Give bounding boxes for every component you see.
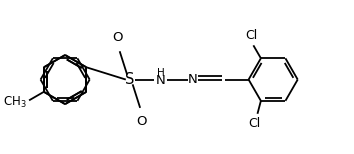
Text: O: O	[137, 115, 147, 128]
Text: CH$_3$: CH$_3$	[2, 95, 26, 110]
Text: N: N	[188, 73, 198, 86]
Text: H: H	[157, 68, 165, 78]
Text: O: O	[113, 31, 123, 44]
Text: Cl: Cl	[249, 117, 261, 130]
Text: S: S	[125, 72, 135, 87]
Text: Cl: Cl	[246, 29, 258, 42]
Text: N: N	[156, 74, 165, 87]
